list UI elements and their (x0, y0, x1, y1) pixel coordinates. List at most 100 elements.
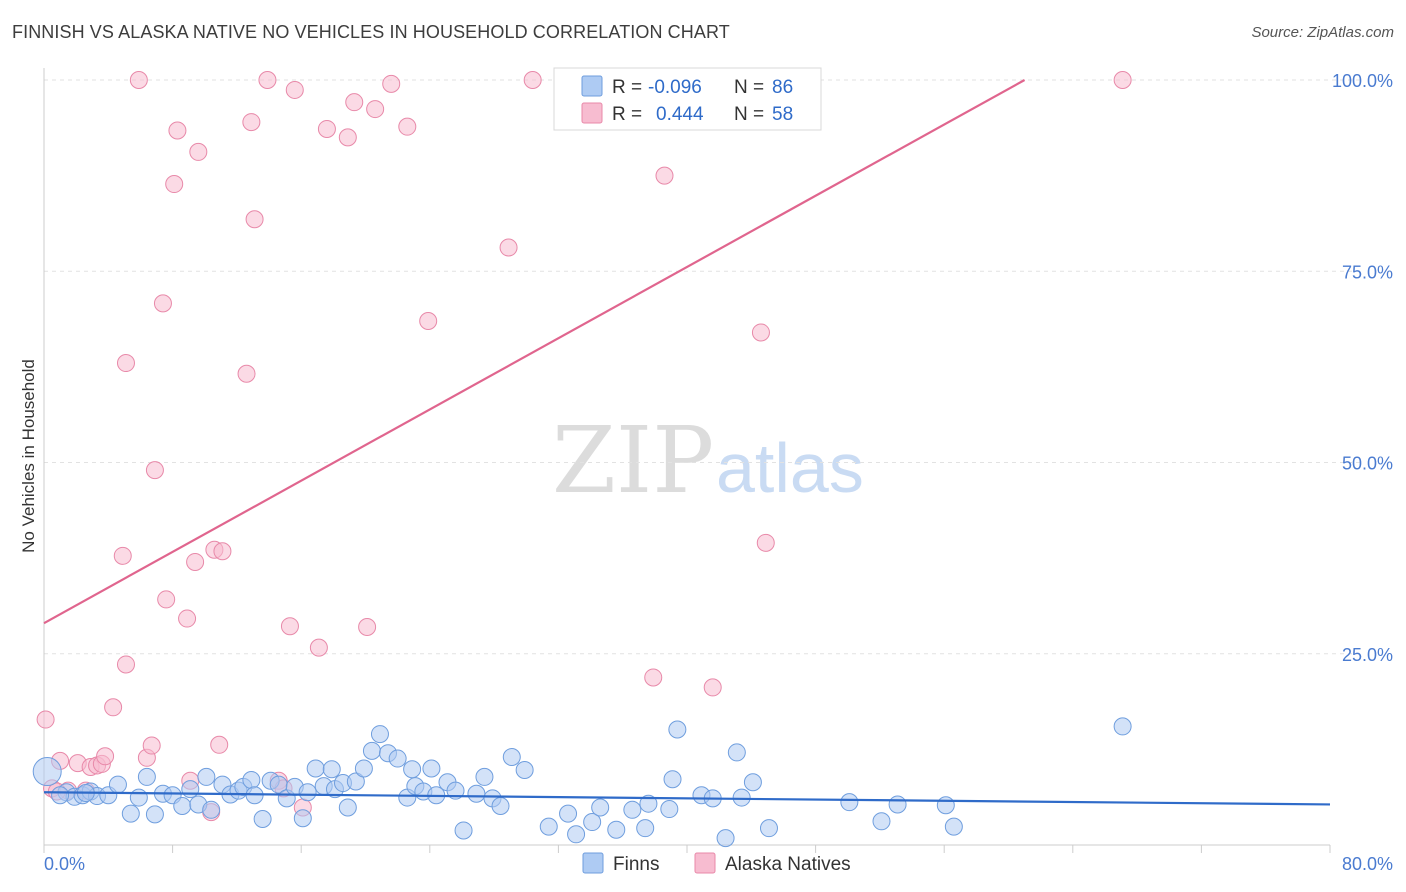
finns-point (354, 759, 373, 778)
finns-point (663, 770, 682, 789)
finns-point (872, 812, 891, 831)
finns-point (759, 819, 778, 838)
alaska-natives-point (358, 617, 377, 636)
finns-point (475, 767, 494, 786)
alaska-natives-point (168, 121, 187, 140)
finns-point (840, 793, 859, 812)
y-tick-label: 75.0% (1342, 262, 1393, 282)
finns-point (454, 821, 473, 840)
finns-point (539, 817, 558, 836)
bottom-legend-label-finns: Finns (613, 854, 659, 875)
alaska-natives-point (116, 655, 135, 674)
finns-point (145, 805, 164, 824)
bottom-legend-swatch-alaska-natives (694, 852, 716, 874)
finns-point (623, 800, 642, 819)
finns-point (607, 820, 626, 839)
alaska-natives-point (366, 100, 385, 119)
finns-point (173, 796, 192, 815)
alaska-natives-point (116, 354, 135, 373)
finns-point (936, 796, 955, 815)
finns-point (502, 748, 521, 767)
alaska-natives-point (178, 609, 197, 628)
finns-point (716, 829, 735, 848)
watermark-atlas: atlas (716, 429, 864, 507)
finns-point (298, 783, 317, 802)
legend-swatch-finns (581, 75, 603, 97)
finns-point (129, 788, 148, 807)
alaska-natives-point (382, 74, 401, 93)
alaska-natives-point (210, 735, 229, 754)
finns-point (108, 775, 127, 794)
y-tick-label: 100.0% (1332, 71, 1393, 91)
alaska-natives-point (398, 117, 417, 136)
legend-r-value-finns: -0.096 (648, 77, 702, 98)
legend-swatch-alaska-natives (581, 102, 603, 124)
alaska-natives-point (419, 311, 438, 330)
alaska-natives-point (499, 238, 518, 257)
finns-point (583, 813, 602, 832)
source-label: Source: ZipAtlas.com (1251, 24, 1394, 41)
x-tick-label-min: 0.0% (44, 854, 85, 874)
finns-point (362, 741, 381, 760)
bottom-legend-swatch-finns (582, 852, 604, 874)
finns-point (446, 781, 465, 800)
y-axis-label: No Vehicles in Household (19, 359, 38, 553)
x-tick-label-max: 80.0% (1342, 854, 1393, 874)
alaska-natives-point (36, 710, 55, 729)
finns-point (467, 784, 486, 803)
correlation-legend: R = -0.096 N = 86 R = 0.444 N = 58 (553, 67, 822, 131)
alaska-natives-point (165, 175, 184, 194)
finns-point (293, 809, 312, 828)
finns-point (422, 759, 441, 778)
finns-point (732, 788, 751, 807)
alaska-natives-point (104, 698, 123, 717)
finns-point (639, 794, 658, 813)
alaska-natives-point (338, 128, 357, 147)
finns-point (668, 720, 687, 739)
finns-point (197, 767, 216, 786)
finns-point (403, 760, 422, 779)
alaska-natives-point (280, 617, 299, 636)
finns-point (491, 796, 510, 815)
alaska-natives-point (1113, 71, 1132, 89)
alaska-natives-point (237, 364, 256, 383)
finns-point (727, 743, 746, 762)
alaska-natives-point (644, 668, 663, 687)
alaska-natives-point (703, 678, 722, 697)
chart-title: FINNISH VS ALASKA NATIVE NO VEHICLES IN … (12, 22, 730, 42)
alaska-natives-point (345, 93, 364, 112)
legend-n-label-finns: N = (734, 77, 764, 98)
alaska-natives-point (309, 638, 328, 657)
alaska-natives-point (113, 546, 132, 565)
finns-point (559, 804, 578, 823)
alaska-natives-point (142, 736, 161, 755)
finns-point (660, 800, 679, 819)
alaska-natives-point (317, 119, 336, 138)
finns-point (253, 809, 272, 828)
alaska-natives-point (285, 80, 304, 99)
finns-point (32, 757, 62, 787)
finns-point (743, 773, 762, 792)
finns-point (591, 798, 610, 817)
alaska-natives-point (242, 113, 261, 132)
alaska-natives-trendline (43, 79, 1026, 625)
finns-point (515, 761, 534, 780)
legend-n-value-alaska-natives: 58 (772, 104, 793, 125)
alaska-natives-point (186, 552, 205, 571)
finns-point (181, 780, 200, 799)
finns-point (121, 804, 140, 823)
alaska-natives-point (153, 294, 172, 313)
legend-r-label-alaska-natives: R = (612, 104, 642, 125)
alaska-natives-point (96, 747, 115, 766)
legend-n-value-finns: 86 (772, 77, 793, 98)
legend-r-value-alaska-natives: 0.444 (656, 104, 704, 125)
watermark-zip: ZIP (552, 407, 714, 514)
alaska-natives-point (245, 210, 264, 229)
alaska-natives-point (523, 71, 542, 89)
alaska-natives-point (756, 533, 775, 552)
finns-point (567, 825, 586, 844)
bottom-legend-label-alaska-natives: Alaska Natives (725, 854, 851, 875)
finns-point (388, 749, 407, 768)
tick-labels: 25.0% 50.0% 75.0% 100.0% 0.0% 80.0% (44, 71, 1393, 874)
